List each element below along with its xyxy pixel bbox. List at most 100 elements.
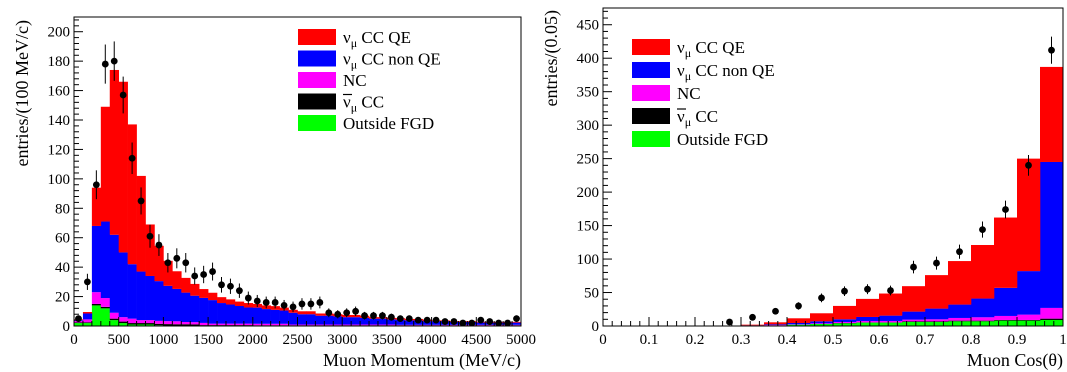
bar-nc-23 — [279, 323, 289, 326]
x-tick-label-3: 1500 — [193, 332, 223, 348]
bar-anti-16 — [971, 320, 995, 322]
data-point-7 — [137, 197, 145, 205]
data-point-37 — [405, 315, 413, 323]
bar-nc-25 — [297, 324, 307, 326]
bar-qe-13 — [190, 283, 200, 296]
bar-qe-18 — [234, 301, 245, 306]
y-tick-label-3: 150 — [577, 219, 600, 235]
data-point-16 — [218, 281, 225, 289]
bar-nc-35 — [386, 324, 397, 326]
data-point-28 — [325, 309, 333, 317]
data-point-21 — [262, 299, 270, 306]
y-tick-label-2: 40 — [55, 260, 70, 276]
bar-nonqe-15 — [948, 304, 972, 318]
bar-anti-15 — [948, 320, 972, 322]
bar-anti-7 — [136, 323, 146, 325]
bar-nonqe-45 — [476, 322, 486, 325]
bar-nc-32 — [360, 324, 370, 326]
bar-nonqe-37 — [404, 320, 415, 325]
bar-anti-14 — [925, 321, 949, 322]
bar-nonqe-9 — [154, 281, 164, 321]
legend-label-nc: NC — [677, 84, 701, 103]
bar-anti-6 — [127, 323, 137, 325]
bar-nc-14 — [199, 322, 209, 326]
data-point-11 — [173, 254, 181, 262]
data-point-9 — [933, 259, 940, 267]
legend-label-nonqe: νμ CC non QE — [677, 61, 775, 83]
bar-nc-19 — [1040, 307, 1064, 319]
bar-nc-11 — [172, 321, 182, 325]
bar-anti-17 — [994, 319, 1018, 321]
y-tick-label-0: 0 — [63, 319, 71, 335]
bar-anti-10 — [163, 324, 173, 326]
bar-qe-6 — [127, 124, 137, 265]
x-tick-label-1: 500 — [107, 332, 130, 348]
bar-nonqe-18 — [234, 305, 245, 324]
bar-nc-17 — [225, 323, 236, 326]
bar-nc-9 — [154, 320, 164, 324]
bar-qe-19 — [1040, 66, 1064, 162]
y-tick-label-10: 200 — [48, 25, 71, 41]
data-point-5 — [119, 91, 127, 99]
y-tick-label-6: 300 — [577, 118, 600, 134]
bar-nonqe-27 — [315, 315, 325, 325]
data-point-30 — [343, 309, 351, 317]
x-tick-label-7: 0.7 — [916, 332, 935, 348]
bar-nonqe-1 — [82, 313, 93, 320]
bar-out-8 — [787, 324, 811, 326]
data-point-20 — [253, 297, 261, 305]
tick-labels-cos-theta: 0 0.1 0.2 0.3 0.4 0.5 0.6 0.7 0.8 0.9 1 0 50 100 150 20… — [577, 18, 1067, 348]
bar-nc-15 — [948, 317, 972, 321]
data-point-13 — [1025, 161, 1032, 169]
bar-nc-24 — [288, 324, 298, 326]
data-point-10 — [164, 259, 172, 267]
bar-nonqe-2 — [91, 225, 102, 293]
bar-qe-8 — [145, 224, 155, 276]
data-point-27 — [316, 299, 324, 306]
bar-nc-16 — [971, 317, 995, 321]
bar-nonqe-26 — [306, 314, 316, 325]
data-point-8 — [146, 232, 154, 240]
data-point-35 — [387, 313, 395, 321]
data-point-2 — [92, 181, 100, 189]
x-tick-label-6: 0.6 — [870, 332, 889, 348]
data-point-12 — [1002, 206, 1009, 213]
data-point-15 — [209, 268, 216, 275]
bar-nonqe-12 — [181, 292, 191, 323]
bar-out-9 — [810, 323, 834, 326]
bar-nc-26 — [306, 324, 316, 326]
bar-nonqe-30 — [342, 317, 352, 325]
data-point-2 — [772, 307, 779, 315]
bar-nc-18 — [1017, 314, 1041, 320]
x-axis-label-momentum: Muon Momentum (MeV/c) — [323, 350, 521, 371]
bar-nc-3 — [100, 298, 111, 307]
bar-nonqe-11 — [856, 316, 880, 321]
bar-nonqe-7 — [764, 324, 788, 325]
x-tick-label-2: 1000 — [148, 332, 178, 348]
bar-qe-25 — [297, 311, 307, 315]
data-point-9 — [155, 241, 163, 249]
bar-qe-17 — [225, 299, 236, 305]
x-tick-label-4: 0.4 — [778, 332, 797, 348]
data-point-22 — [271, 299, 279, 306]
bar-nonqe-33 — [369, 318, 379, 325]
y-tick-label-0: 0 — [592, 319, 600, 335]
data-point-11 — [979, 226, 986, 233]
bar-qe-27 — [315, 313, 325, 316]
bar-anti-2 — [91, 303, 102, 306]
bar-anti-19 — [1040, 318, 1064, 320]
x-tick-label-9: 0.9 — [1008, 332, 1027, 348]
data-point-46 — [486, 318, 494, 325]
bar-nonqe-29 — [333, 316, 343, 325]
bar-out-13 — [902, 321, 926, 326]
legend-label-out: Outside FGD — [677, 130, 768, 149]
bar-qe-13 — [902, 286, 926, 312]
bar-nonqe-24 — [288, 312, 298, 325]
bar-qe-16 — [217, 297, 227, 304]
tick-labels-momentum: 0 500 1000 1500 2000 2500 3000 3500 4000 4500 5000… — [48, 25, 537, 348]
bar-qe-6 — [741, 324, 765, 326]
bar-nc-6 — [127, 318, 137, 324]
bar-qe-11 — [856, 298, 880, 317]
bar-nonqe-3 — [100, 221, 111, 299]
bar-anti-11 — [172, 324, 182, 326]
